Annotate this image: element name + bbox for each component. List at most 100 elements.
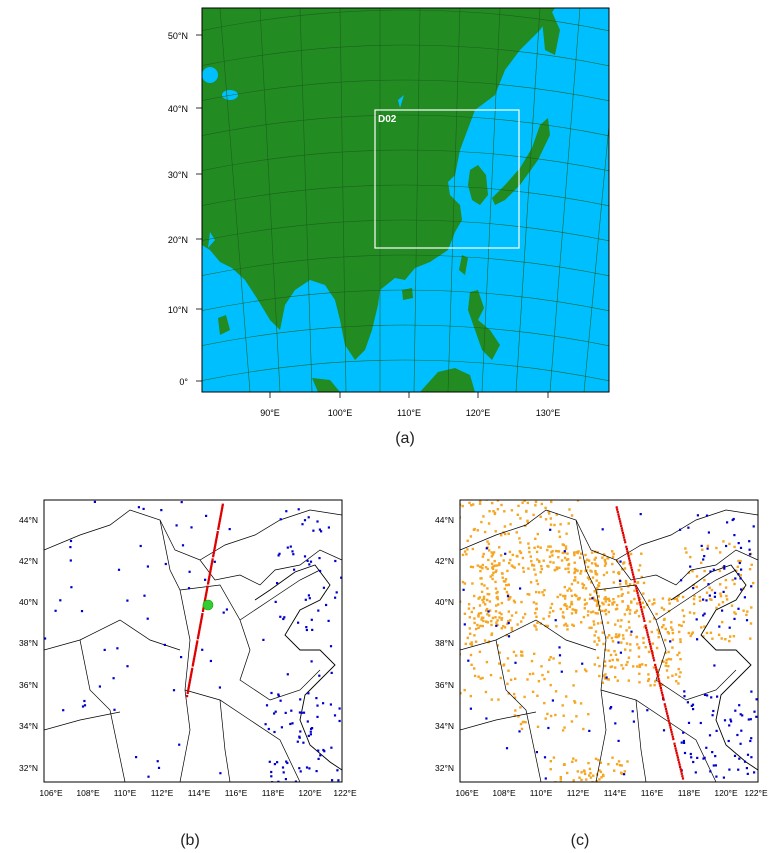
fire-point [552,561,555,564]
station-marker [709,570,712,573]
track-point [666,712,669,715]
fire-point [567,522,570,525]
fire-point [461,504,464,508]
fire-point [657,630,661,633]
fire-point [692,597,696,601]
lake [202,67,218,83]
fire-point [604,600,607,603]
fire-point [588,767,592,771]
fire-point [590,551,594,554]
fire-point [626,661,629,664]
fire-point [551,550,554,553]
fire-point [476,529,479,532]
fire-point [625,642,629,645]
track-point [671,735,674,738]
fire-point [470,641,473,644]
fire-point [484,690,488,694]
fire-point [535,607,538,610]
fire-point [485,609,488,612]
fire-point [597,758,600,762]
fire-point [607,649,610,652]
fire-point [710,598,713,601]
lat-label: 38°N [435,638,454,648]
track-point [626,552,630,555]
track-point [616,508,619,511]
station-marker [721,609,724,612]
fire-point [579,572,582,575]
fire-point [695,585,698,589]
fire-point [509,596,512,599]
track-point [189,677,192,680]
track-point [621,531,624,534]
track-point [638,601,641,604]
fire-point [521,720,525,724]
station-marker [683,695,686,698]
fire-point [524,495,526,497]
fire-point [636,643,639,646]
track-point [633,578,636,581]
track-point [220,510,223,513]
fire-point [732,635,736,638]
fire-point [575,490,577,492]
fire-point [498,651,501,654]
station-marker [591,597,594,600]
fire-point [495,569,498,572]
fire-point [589,776,593,779]
track-point [192,662,195,665]
station-marker [734,709,737,712]
fire-point [596,564,599,568]
fire-point [612,598,615,601]
fire-point [547,510,550,513]
fire-point [598,605,602,608]
fire-point [467,607,471,610]
fire-point [469,565,473,568]
fire-point [469,535,473,538]
track-point [672,738,675,741]
fire-point [559,607,562,611]
track-point [621,529,624,532]
fire-point [601,631,604,634]
track-point [201,609,205,612]
fire-point [479,612,483,615]
fire-point [472,528,476,531]
fire-point [506,657,510,660]
station-marker [283,616,286,619]
fire-point [574,759,578,762]
fire-point [594,562,597,565]
track-point [214,543,217,546]
track-point [192,659,195,662]
station-marker [535,751,538,754]
station-marker [750,585,753,588]
fire-point [571,623,574,626]
station-marker [689,565,692,568]
fire-point [473,634,476,637]
fire-point [670,621,673,624]
fire-point [499,676,502,680]
fire-point [506,622,509,625]
fire-point [493,564,497,567]
track-point [194,648,197,651]
fire-point [655,646,659,650]
station-marker [748,553,752,556]
station-marker [270,775,273,778]
fire-point [597,584,601,588]
station-marker [278,552,281,555]
station-marker [113,708,116,711]
track-point [667,717,670,720]
track-point [220,508,223,511]
track-point [186,690,190,693]
fire-point [489,575,492,578]
fire-point [594,612,597,615]
track-point [214,540,217,543]
fire-point [513,566,516,569]
track-point [213,545,217,548]
fire-point [464,642,467,646]
station-marker [714,764,717,767]
track-point [219,516,222,519]
station-marker [743,596,746,599]
fire-point [588,774,591,777]
fire-point [573,608,576,612]
lon-label: 100°E [328,408,353,418]
fire-point [472,607,476,610]
track-point [196,640,199,643]
